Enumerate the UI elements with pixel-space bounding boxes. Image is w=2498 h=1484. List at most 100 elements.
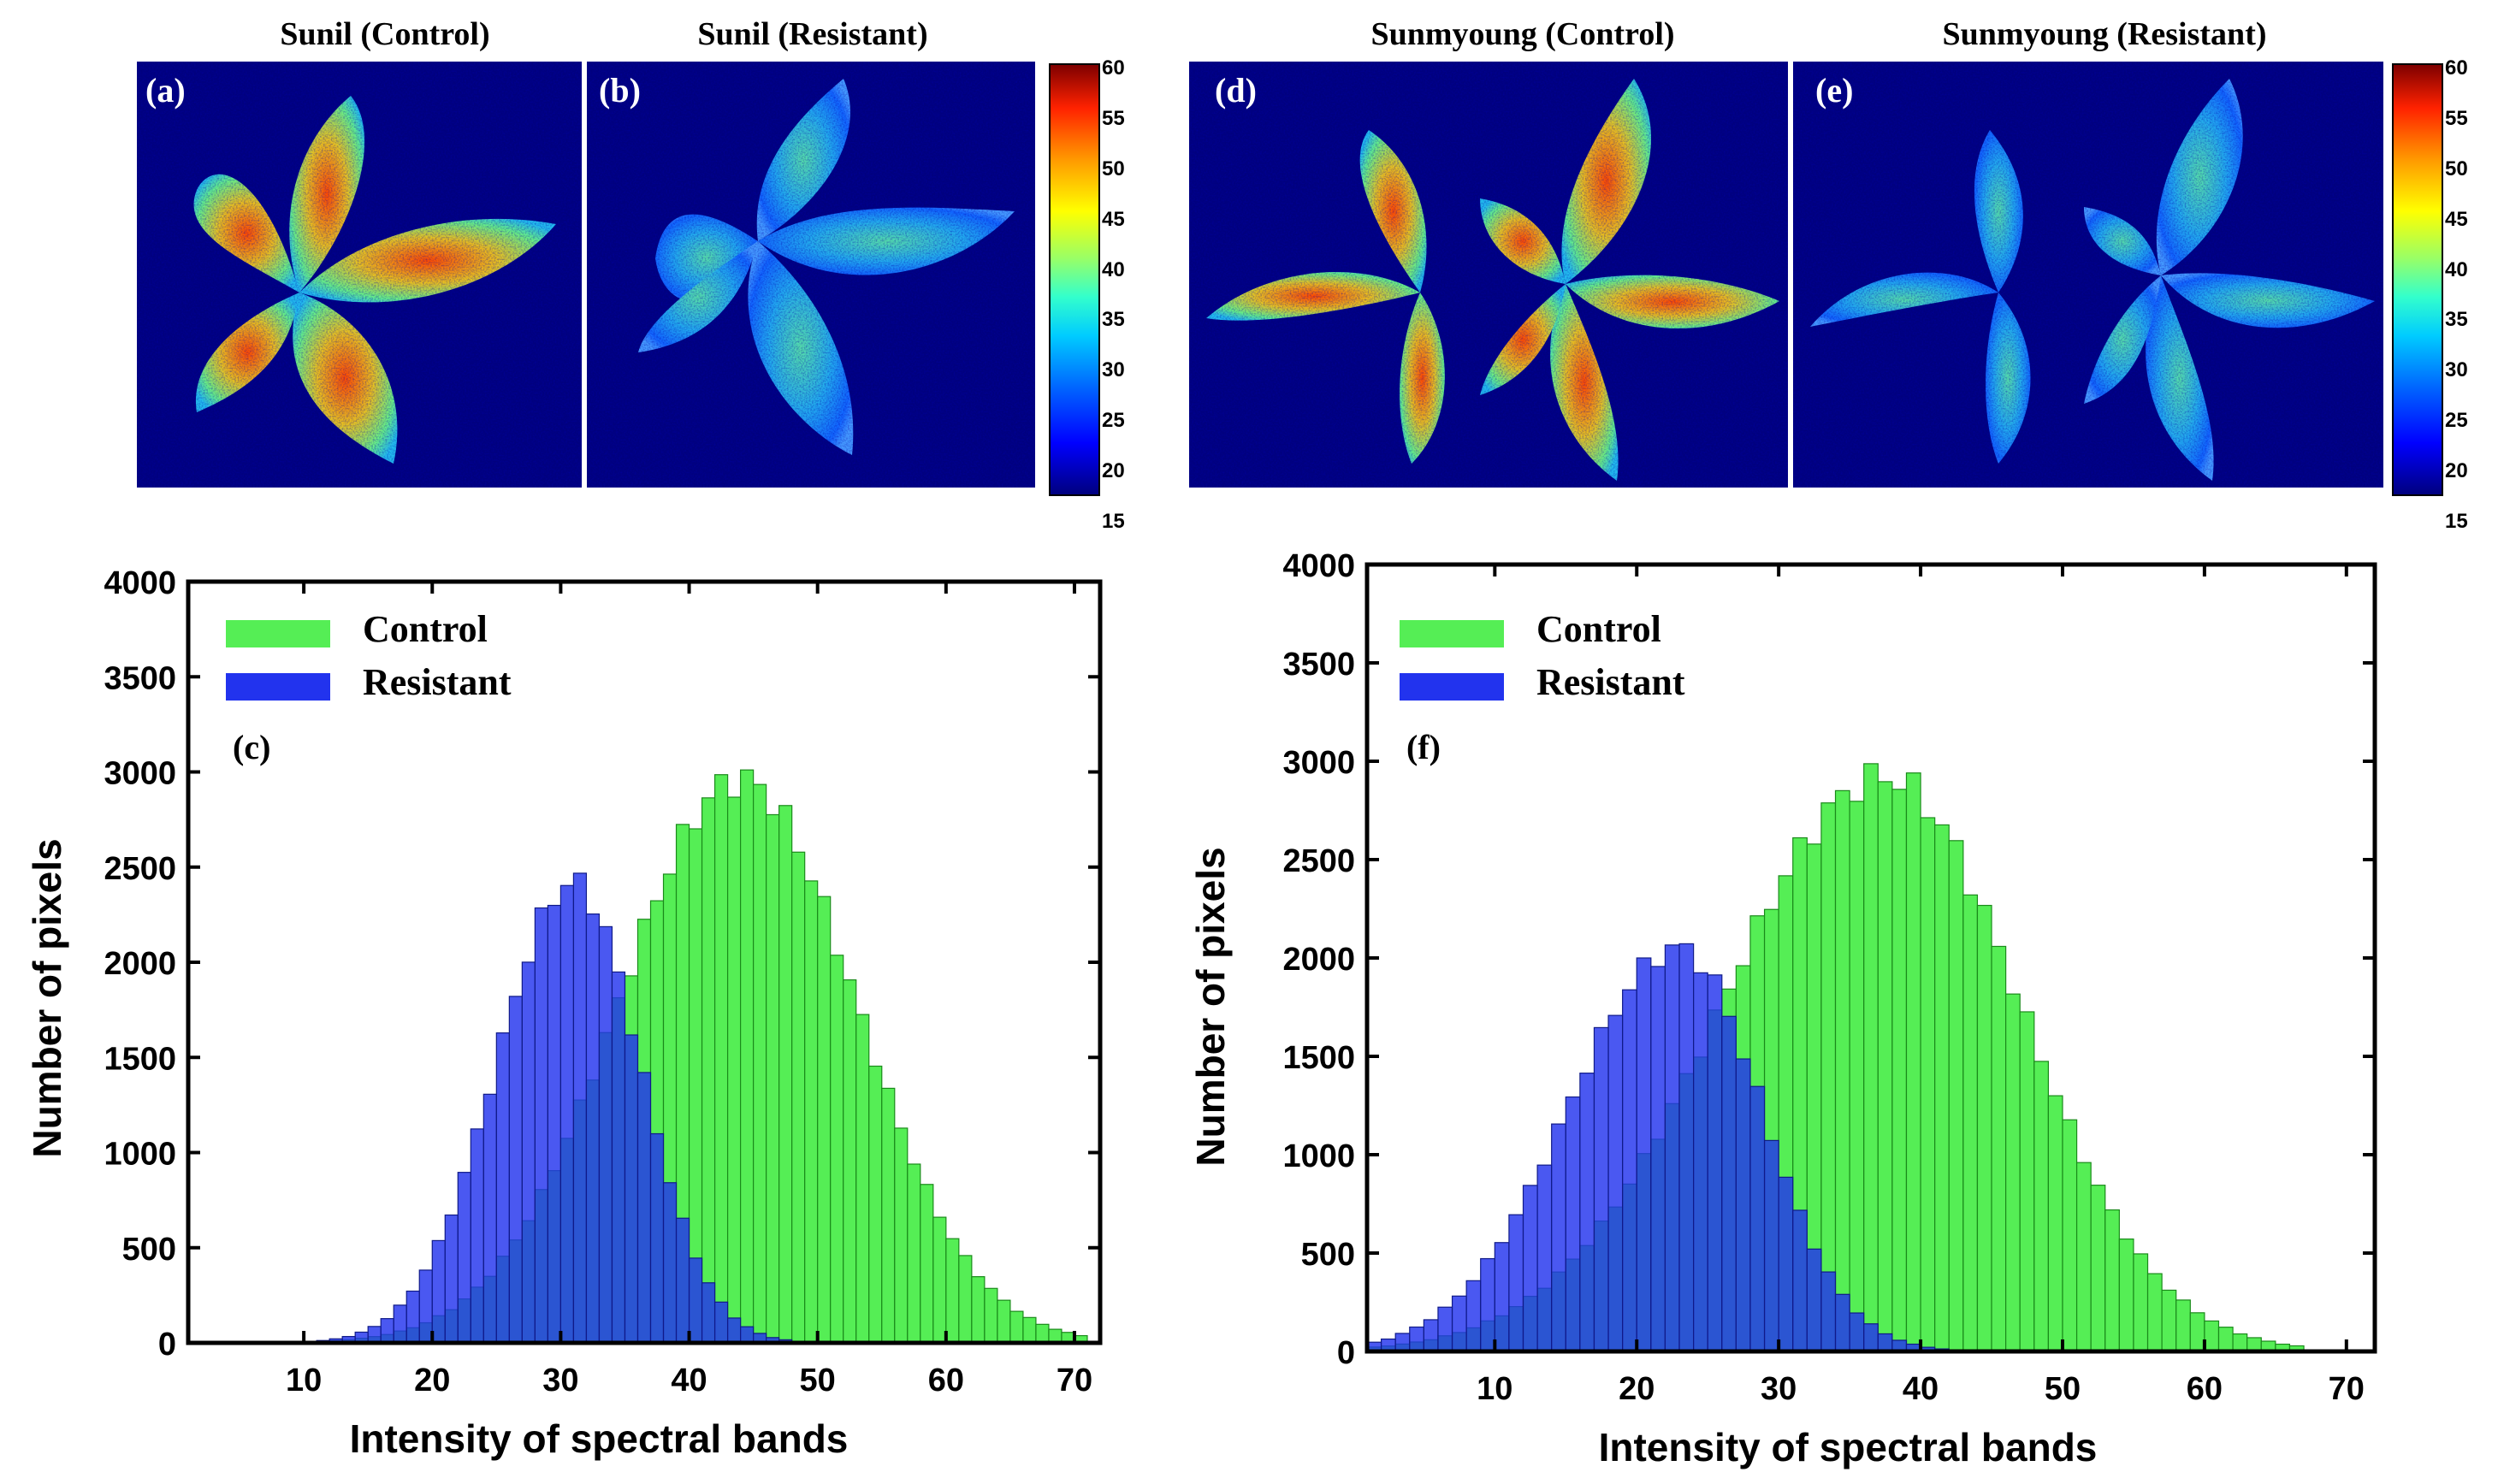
colorbar-tick: 60: [1102, 56, 1125, 80]
bar-resistant: [470, 1128, 484, 1344]
y-tick-label: 2500: [1282, 843, 1355, 879]
bar-resistant: [1792, 1209, 1808, 1352]
bar-control: [984, 1287, 998, 1344]
heatmap-panel-b: (b): [587, 62, 1035, 488]
bar-resistant: [1579, 1073, 1595, 1352]
panel-f-label: (f): [1406, 728, 1441, 766]
bar-resistant: [1622, 989, 1637, 1352]
panel-b-label: (b): [599, 71, 641, 109]
bar-control: [804, 880, 819, 1344]
legend-control-label-c: Control: [363, 608, 488, 650]
bar-control: [2019, 1011, 2035, 1352]
y-tick-label: 3000: [104, 756, 176, 792]
colorbar-tick: 20: [2445, 459, 2468, 483]
bar-resistant: [1607, 1014, 1624, 1352]
series-resistant: [252, 872, 844, 1344]
x-tick-label: 60: [2187, 1371, 2223, 1407]
bar-control: [1820, 802, 1837, 1352]
bar-resistant: [1834, 1293, 1850, 1352]
legend-resistant-swatch-c: [226, 673, 330, 701]
bar-resistant: [1480, 1257, 1495, 1352]
bar-resistant: [1664, 944, 1680, 1352]
y-tick-label: 1500: [104, 1041, 176, 1077]
x-tick-label: 70: [2329, 1371, 2365, 1407]
series-resistant: [1366, 943, 2021, 1352]
bar-control: [1022, 1316, 1037, 1344]
leaf-image-e: [1793, 62, 2383, 488]
bar-control: [855, 1014, 870, 1344]
bar-control: [1009, 1310, 1024, 1344]
bar-resistant: [1551, 1123, 1566, 1352]
x-tick-label: 10: [1477, 1371, 1512, 1407]
bar-control: [1863, 763, 1879, 1352]
bar-resistant: [611, 971, 626, 1344]
colorbar-tick: 25: [2445, 409, 2468, 433]
bar-resistant: [482, 1093, 497, 1344]
bar-resistant: [598, 925, 613, 1344]
bar-resistant: [675, 1217, 690, 1344]
bar-control: [2175, 1299, 2191, 1352]
bar-control: [1991, 945, 2007, 1352]
x-tick-label: 40: [671, 1363, 707, 1398]
y-tick-label: 1500: [1282, 1040, 1355, 1076]
bar-resistant: [1749, 1085, 1766, 1352]
x-tick-label: 70: [1057, 1363, 1092, 1398]
colorbar-tick: 30: [2445, 358, 2468, 382]
bar-resistant: [1650, 966, 1666, 1352]
legend-resistant-swatch-f: [1400, 673, 1504, 701]
y-tick-label: 2500: [104, 851, 176, 887]
histogram-chart-f: 0 500 1000 1500 2000 2500 3000 3500 4000 10 20 30 40…: [1282, 548, 2377, 1407]
legend-resistant-label-c: Resistant: [363, 661, 512, 703]
bar-control: [2104, 1209, 2120, 1352]
bar-control: [868, 1065, 883, 1344]
bar-control: [766, 813, 780, 1344]
histogram-chart-c: 0 500 1000 1500 2000 2500 3000 3500 4000 10 20 30 40…: [104, 565, 1103, 1398]
bar-control: [1934, 824, 1950, 1352]
x-tick-label: 60: [928, 1363, 964, 1398]
bar-control: [958, 1255, 973, 1344]
y-tick-label: 3500: [1282, 647, 1355, 683]
colorbar-left: [1049, 63, 1100, 496]
x-tick-label: 50: [2045, 1371, 2081, 1407]
bar-resistant: [1465, 1280, 1482, 1352]
bar-control: [753, 783, 767, 1344]
y-tick-label: 4000: [1282, 548, 1355, 584]
bar-control: [2062, 1119, 2078, 1352]
bar-resistant: [457, 1172, 471, 1344]
bar-resistant: [1721, 1015, 1737, 1352]
bar-resistant: [713, 1301, 729, 1344]
bar-control: [1962, 894, 1979, 1352]
panel-d-title: Sunmyoung (Control): [1370, 16, 1675, 52]
bar-resistant: [1437, 1306, 1453, 1352]
bar-resistant: [1693, 972, 1708, 1352]
colorbar-tick: 50: [2445, 157, 2468, 180]
y-tick-label: 2000: [1282, 942, 1355, 978]
bar-resistant: [585, 913, 601, 1344]
bar-resistant: [572, 872, 588, 1344]
bar-control: [971, 1276, 986, 1344]
leaf-image-b: [587, 62, 1035, 488]
bar-control: [2232, 1333, 2248, 1352]
bar-resistant: [726, 1317, 742, 1344]
bar-control: [2217, 1327, 2234, 1352]
bar-resistant: [662, 1182, 678, 1344]
legend-control-swatch-f: [1400, 620, 1504, 647]
bar-resistant: [1863, 1323, 1879, 1352]
bar-control: [726, 796, 742, 1344]
bar-control: [2005, 993, 2021, 1352]
bar-resistant: [521, 961, 536, 1344]
panel-b-title: Sunil (Resistant): [697, 16, 928, 52]
bar-resistant: [547, 904, 562, 1344]
bar-resistant: [1678, 943, 1695, 1352]
colorbar-tick: 45: [1102, 207, 1125, 231]
legend-resistant-label-f: Resistant: [1536, 661, 1685, 703]
bar-control: [1905, 772, 1921, 1352]
y-tick-label: 0: [1337, 1335, 1355, 1371]
bar-control: [2204, 1320, 2220, 1352]
bar-control: [997, 1299, 1011, 1344]
colorbar-tick: 35: [1102, 308, 1125, 332]
bar-resistant: [534, 907, 548, 1344]
heatmap-panel-e: (e): [1793, 62, 2383, 488]
bar-resistant: [740, 1326, 755, 1344]
bar-control: [701, 797, 716, 1344]
